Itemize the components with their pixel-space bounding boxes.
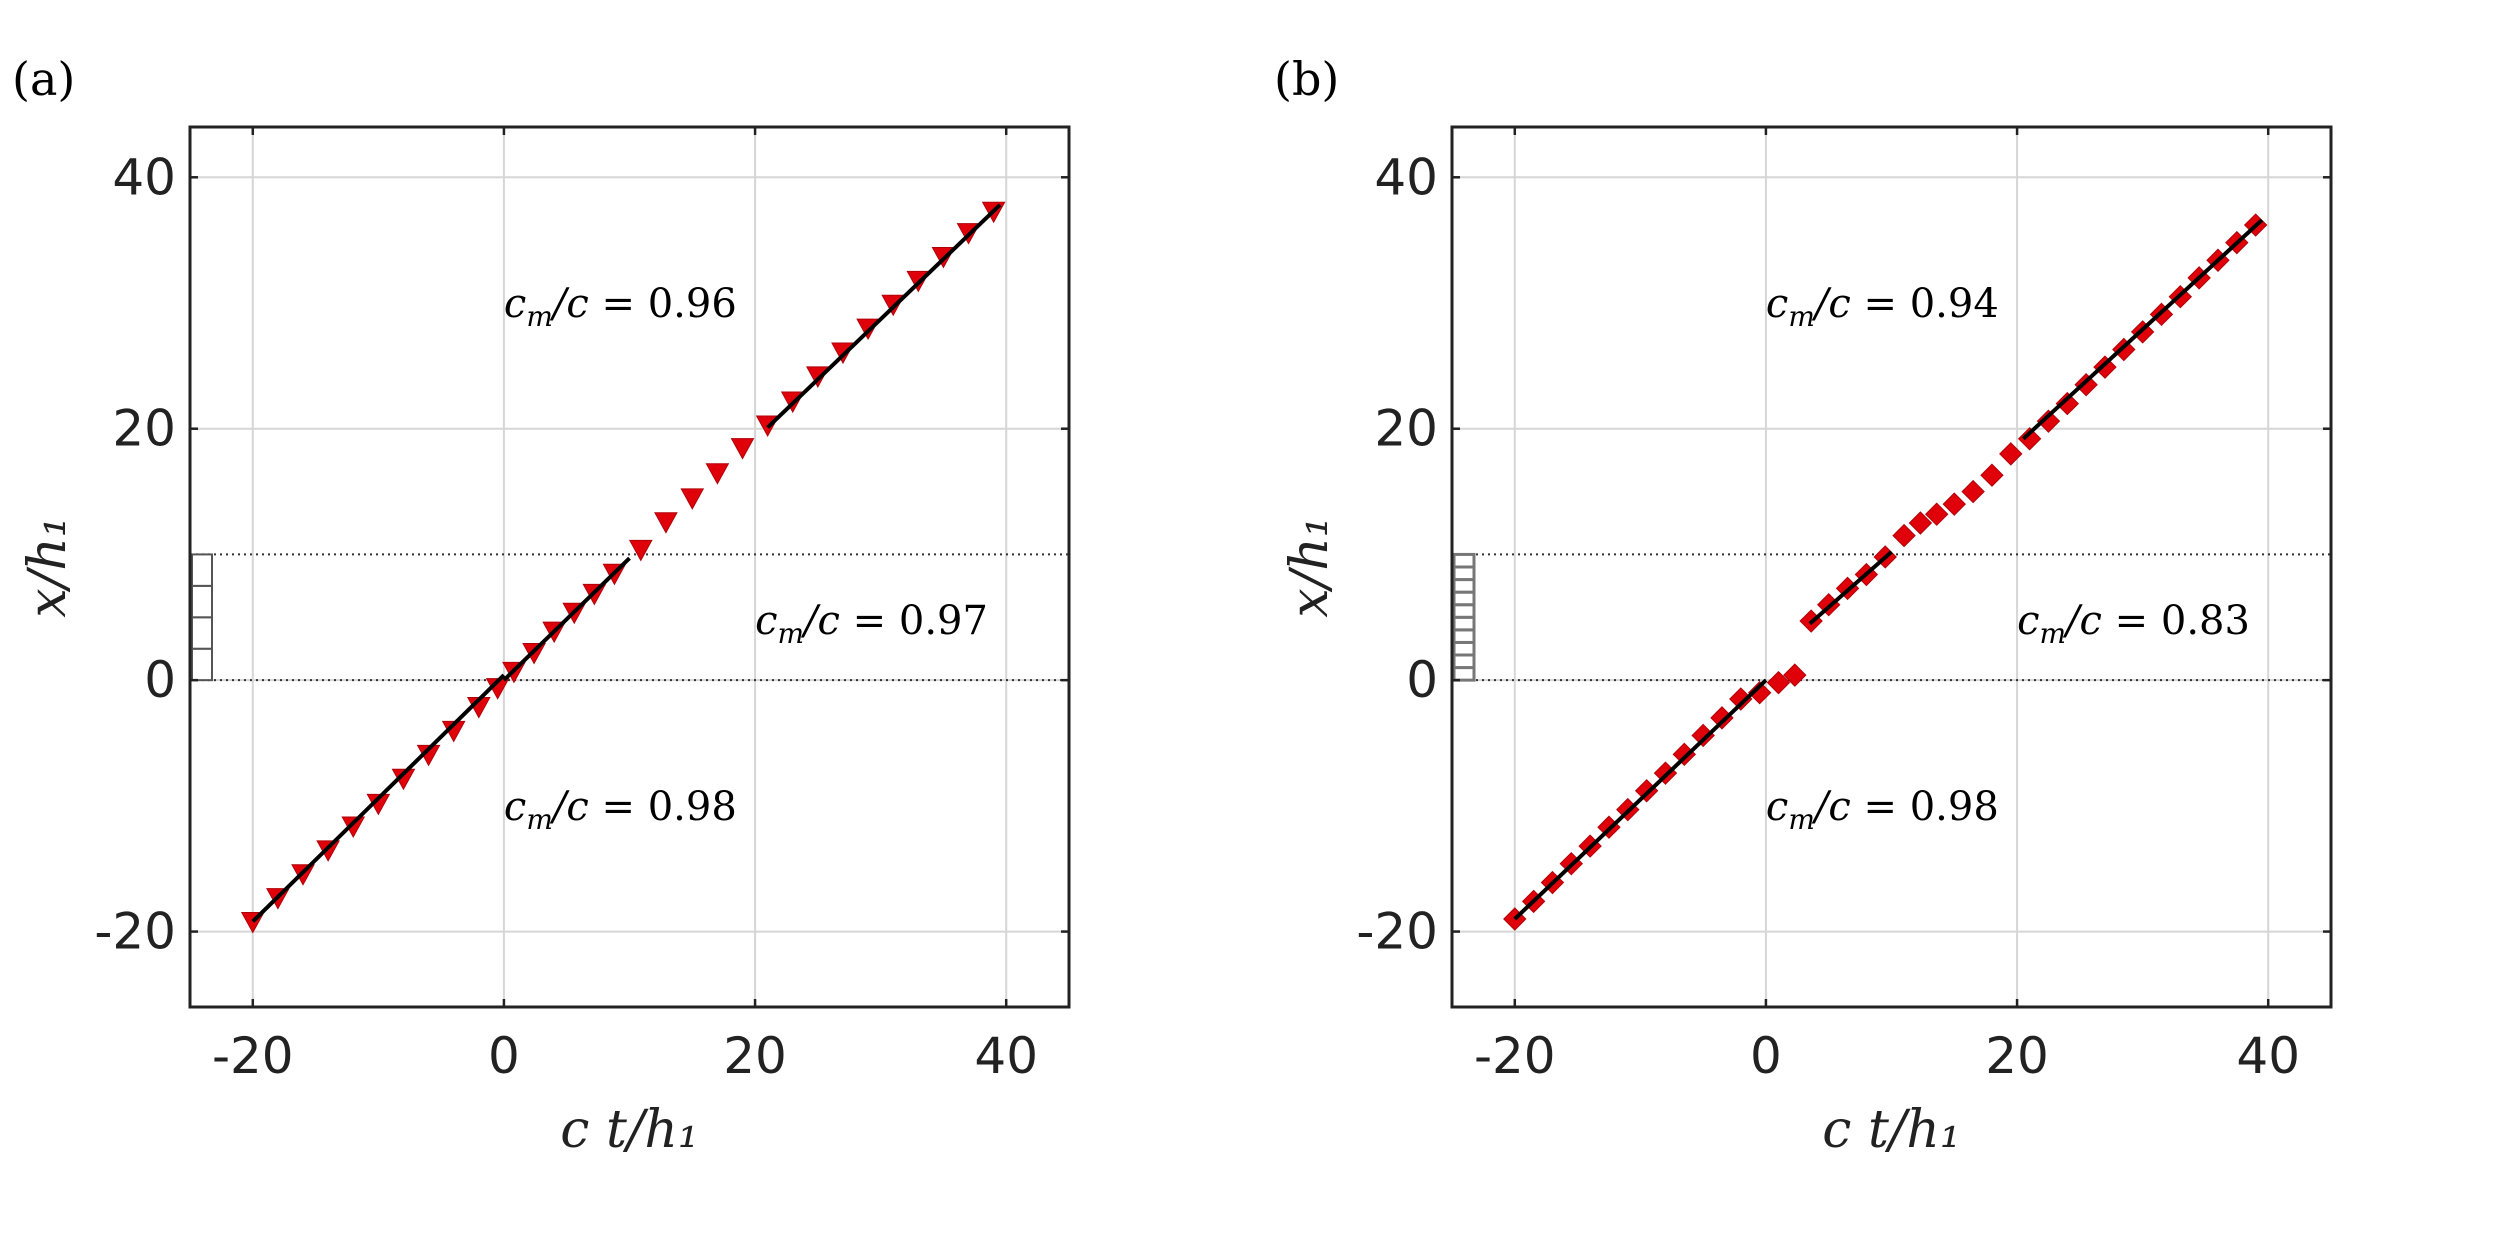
data-point [341,816,366,839]
gauge-cell [1452,640,1476,657]
data-point [628,539,653,562]
annotation-2: cm/c = 0.98 [504,784,737,836]
gauge-cell [1452,653,1476,670]
annotation-1: cm/c = 0.97 [755,598,988,650]
data-point [1999,442,2023,466]
y-tick-label: 20 [112,400,176,458]
x-tick-label: 20 [723,1027,787,1085]
data-point [1691,723,1715,748]
annotation-0: cm/c = 0.96 [504,281,737,333]
gauge-cell [1452,628,1476,644]
data-point [1672,742,1697,767]
fit-line [251,673,506,923]
y-tick-label: 0 [144,651,176,709]
grid [1452,127,2331,1007]
gauge-cell [1452,552,1476,569]
gauge-cell [191,584,213,619]
data-point [680,488,705,510]
y-tick-label: 20 [1374,400,1438,458]
data-point [1961,479,1985,504]
gauge-array [1452,552,1476,682]
gauge-cell [1452,603,1476,619]
fit-line [766,203,1002,429]
gauge-cell [1452,565,1476,582]
data-point [2017,427,2042,451]
annotation-1: cm/c = 0.83 [2017,598,2250,650]
data-point [2036,409,2061,433]
data-point [1924,502,1949,526]
x-axis-label: c t/h₁ [1822,1100,1960,1160]
data-point [1942,492,1966,516]
panel-label: (b) [1274,52,1339,106]
x-tick-label: -20 [212,1027,294,1085]
data-point [2074,373,2098,397]
x-tick-label: 40 [974,1027,1038,1085]
data-point [1980,463,2004,487]
panel-b: (b) -20 0 20 40 -20 0 20 40 c t/h₁ x/h₁ cm/c = 0.94… [1274,52,2333,1160]
data-point [1783,663,1807,687]
grid [190,127,1069,1007]
gauge-cell [1452,578,1476,594]
x-tick-label: -20 [1474,1027,1556,1085]
data-point [1908,511,1933,535]
data-point [1766,670,1791,695]
y-tick-label: 40 [1374,148,1438,206]
y-axis-label: x/h₁ [18,516,78,617]
fit-line [1513,678,1768,921]
x-tick-label: 20 [1985,1027,2049,1085]
gauge-array [191,553,213,682]
data-point [654,512,678,534]
gauge-cell [1452,615,1476,632]
y-tick-label: 0 [1406,651,1438,709]
x-axis-label: c t/h₁ [560,1100,698,1160]
y-tick-label: -20 [1356,903,1438,961]
data-point [705,463,730,485]
y-tick-label: 40 [112,148,176,206]
data-point [730,438,755,460]
data-point [2093,355,2117,379]
y-axis-label: x/h₁ [1280,516,1340,617]
x-tick-label: 0 [1750,1027,1782,1085]
annotation-0: cm/c = 0.94 [1766,281,1999,333]
axes-frame [188,125,1071,1009]
x-tick-label: 40 [2236,1027,2300,1085]
gauge-cell [191,616,213,650]
panel-label: (a) [12,52,75,106]
data-point [2055,391,2080,416]
data-point [1747,681,1772,705]
data-point [1710,706,1734,730]
data-point [1892,523,1916,548]
y-tick-label: -20 [94,903,176,961]
gauge-cell [1452,590,1476,607]
fit-line [502,556,631,682]
gauge-cell [191,647,213,682]
axes-frame [1450,125,2333,1009]
fit-line [2021,218,2264,441]
gauge-cell [1452,666,1476,682]
fit-line [1808,550,1893,626]
gauge-cell [191,553,213,587]
x-tick-label: 0 [488,1027,520,1085]
panel-a: (a) -20 0 20 40 -20 0 20 40 c t/h₁ x/h₁ cm/c = 0.96… [12,52,1071,1160]
annotation-2: cm/c = 0.98 [1766,784,1999,836]
